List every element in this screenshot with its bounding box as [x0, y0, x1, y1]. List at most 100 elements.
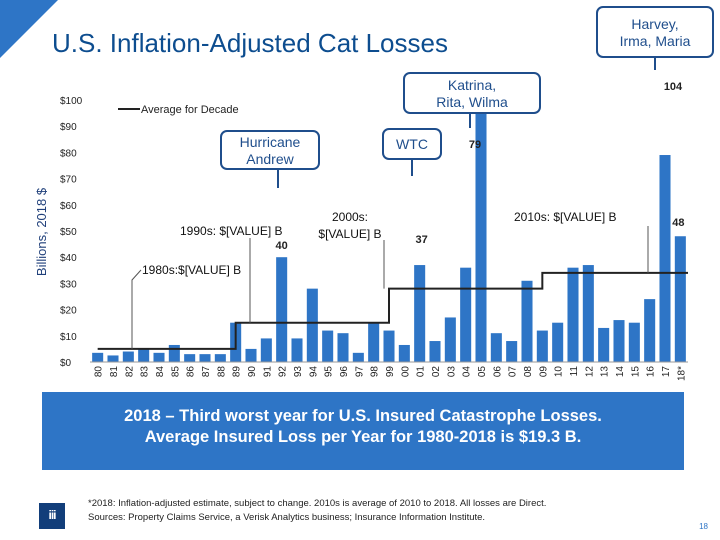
x-tick-label: 82 — [124, 366, 135, 378]
bar-94 — [306, 288, 318, 362]
bar-17 — [659, 155, 671, 362]
y-tick-label: $20 — [60, 306, 77, 317]
summary-banner-text: 2018 – Third worst year for U.S. Insured… — [42, 406, 684, 448]
banner-line-2: Average Insured Loss per Year for 1980-2… — [144, 428, 582, 446]
x-tick-label: 13 — [600, 366, 611, 378]
bar-84 — [153, 352, 165, 362]
iii-logo-text: iii — [48, 508, 56, 522]
x-tick-label: 86 — [186, 366, 197, 378]
bar-12 — [582, 265, 594, 362]
bar-02 — [429, 341, 441, 362]
x-tick-label: 87 — [201, 366, 212, 378]
footnote-line-1: *2018: Inflation-adjusted estimate, subj… — [88, 498, 547, 509]
footnote-line-2: Sources: Property Claims Service, a Veri… — [88, 512, 486, 523]
bar-81 — [107, 355, 119, 362]
y-tick-label: $50 — [60, 227, 77, 238]
x-tick-label: 85 — [170, 366, 181, 378]
x-tick-label: 11 — [569, 366, 580, 377]
callout-wtc: WTC — [382, 128, 442, 160]
callout-harvey: Harvey, Irma, Maria — [596, 6, 714, 58]
callout-wtc-text: WTC — [396, 136, 428, 152]
x-tick-label: 06 — [492, 366, 503, 378]
bar-99 — [383, 330, 395, 362]
x-tick-label: 93 — [293, 366, 304, 378]
bar-13 — [598, 327, 610, 362]
bar-97 — [352, 352, 364, 362]
decade-label-2000s-b: $[VALUE] B — [318, 227, 381, 241]
x-tick-label: 05 — [477, 366, 488, 378]
decade-label-1980s: 1980s:$[VALUE] B — [142, 263, 241, 277]
bar-90 — [245, 348, 257, 362]
bar-01 — [414, 265, 426, 362]
bar-93 — [291, 338, 303, 362]
bar-10 — [552, 322, 564, 362]
x-tick-label: 94 — [308, 366, 319, 378]
bar-83 — [138, 348, 150, 362]
y-tick-label: $90 — [60, 122, 77, 133]
y-tick-label: $30 — [60, 279, 77, 290]
x-tick-label: 10 — [554, 366, 565, 378]
y-tick-label: $0 — [60, 358, 72, 369]
footnote: *2018: Inflation-adjusted estimate, subj… — [88, 497, 546, 525]
x-tick-label: 01 — [416, 366, 427, 378]
bar-85 — [168, 344, 180, 362]
x-tick-label: 83 — [140, 366, 151, 378]
x-tick-label: 96 — [339, 366, 350, 378]
bar-14 — [613, 320, 625, 362]
y-axis-title: Billions, 2018 $ — [34, 187, 49, 276]
y-tick-label: $100 — [60, 96, 83, 107]
data-label-05: 104 — [664, 81, 683, 93]
x-tick-label: 17 — [661, 366, 672, 378]
callout-katrina-text: Katrina, Rita, Wilma — [436, 77, 508, 110]
bar-88 — [214, 354, 226, 362]
callout-katrina: Katrina, Rita, Wilma — [403, 72, 541, 114]
x-tick-label: 95 — [324, 366, 335, 378]
x-tick-label: 18* — [676, 366, 687, 381]
legend-label: Average for Decade — [141, 104, 239, 116]
bar-82 — [122, 351, 134, 362]
x-tick-label: 80 — [94, 366, 105, 378]
bar-03 — [444, 317, 456, 362]
bar-05 — [475, 89, 487, 363]
bar-11 — [567, 267, 579, 362]
data-label-17: 79 — [469, 139, 481, 151]
bar-91 — [260, 338, 272, 362]
bar-04 — [460, 267, 472, 362]
decade-label-2010s: 2010s: $[VALUE] B — [514, 210, 617, 224]
page-title: U.S. Inflation-Adjusted Cat Losses — [52, 28, 448, 58]
bar-07 — [506, 341, 518, 362]
x-tick-label: 04 — [462, 366, 473, 378]
callout-harvey-text: Harvey, Irma, Maria — [619, 16, 691, 49]
y-tick-label: $60 — [60, 201, 77, 212]
y-tick-label: $10 — [60, 332, 77, 343]
x-tick-label: 08 — [523, 366, 534, 378]
page-number: 18 — [699, 522, 708, 531]
x-tick-label: 16 — [646, 366, 657, 378]
x-tick-label: 09 — [538, 366, 549, 378]
bar-09 — [536, 330, 548, 362]
x-tick-label: 99 — [385, 366, 396, 378]
data-label-92: 40 — [276, 240, 288, 252]
callout-andrew-text: Hurricane Andrew — [239, 134, 301, 167]
data-label-18*: 48 — [672, 217, 684, 229]
x-tick-label: 81 — [109, 366, 120, 378]
x-tick-label: 84 — [155, 366, 166, 378]
x-tick-label: 97 — [354, 366, 365, 378]
x-tick-label: 92 — [278, 366, 289, 378]
x-tick-label: 00 — [400, 366, 411, 378]
x-tick-label: 03 — [446, 366, 457, 378]
x-tick-label: 89 — [232, 366, 243, 378]
corner-decoration — [0, 0, 58, 58]
x-tick-label: 12 — [584, 366, 595, 378]
decade-label-1990s: 1990s: $[VALUE] B — [180, 224, 283, 238]
y-tick-label: $70 — [60, 175, 77, 186]
bar-06 — [490, 333, 502, 362]
x-tick-label: 90 — [247, 366, 258, 378]
decade-average-line — [97, 271, 688, 350]
x-tick-label: 07 — [508, 366, 519, 378]
summary-banner: 2018 – Third worst year for U.S. Insured… — [42, 392, 684, 470]
x-tick-label: 14 — [615, 366, 626, 378]
iii-logo: iii — [39, 503, 65, 529]
bar-95 — [322, 330, 334, 362]
bar-98 — [368, 322, 380, 362]
